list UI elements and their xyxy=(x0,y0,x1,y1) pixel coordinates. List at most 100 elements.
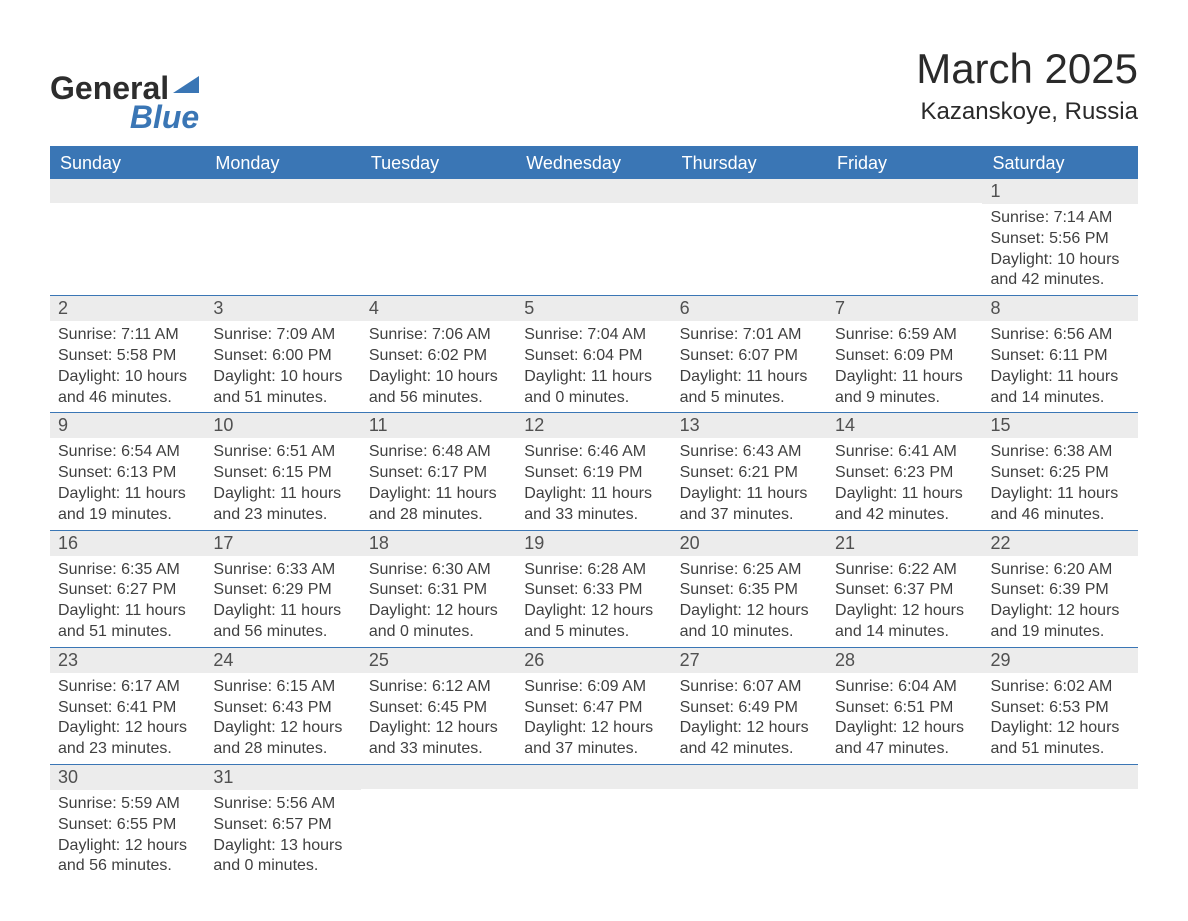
daylight-line: Daylight: 11 hours xyxy=(58,601,197,622)
sunset-line: Sunset: 6:29 PM xyxy=(213,580,352,601)
sunset-line: Sunset: 6:43 PM xyxy=(213,698,352,719)
day-number xyxy=(516,179,671,203)
day-details: Sunrise: 6:46 AMSunset: 6:19 PMDaylight:… xyxy=(516,438,671,529)
day-details: Sunrise: 6:59 AMSunset: 6:09 PMDaylight:… xyxy=(827,321,982,412)
sunrise-line: Sunrise: 6:07 AM xyxy=(680,677,819,698)
day-details xyxy=(516,203,671,285)
calendar-day-cell: 21Sunrise: 6:22 AMSunset: 6:37 PMDayligh… xyxy=(827,531,982,647)
sunset-line: Sunset: 6:51 PM xyxy=(835,698,974,719)
day-number: 13 xyxy=(672,413,827,438)
calendar-day-cell: 26Sunrise: 6:09 AMSunset: 6:47 PMDayligh… xyxy=(516,648,671,764)
sunset-line: Sunset: 6:11 PM xyxy=(990,346,1129,367)
sunrise-line: Sunrise: 7:09 AM xyxy=(213,325,352,346)
daylight-line: and 42 minutes. xyxy=(835,505,974,526)
sunset-line: Sunset: 5:56 PM xyxy=(990,229,1129,250)
day-number: 7 xyxy=(827,296,982,321)
daylight-line: Daylight: 11 hours xyxy=(990,367,1129,388)
sunrise-line: Sunrise: 6:48 AM xyxy=(369,442,508,463)
day-number: 8 xyxy=(982,296,1137,321)
daylight-line: Daylight: 12 hours xyxy=(58,718,197,739)
daylight-line: Daylight: 11 hours xyxy=(990,484,1129,505)
day-number: 17 xyxy=(205,531,360,556)
sunset-line: Sunset: 6:15 PM xyxy=(213,463,352,484)
sunset-line: Sunset: 6:21 PM xyxy=(680,463,819,484)
daylight-line: and 42 minutes. xyxy=(680,739,819,760)
day-number: 25 xyxy=(361,648,516,673)
day-details xyxy=(205,203,360,285)
calendar-week-row: 23Sunrise: 6:17 AMSunset: 6:41 PMDayligh… xyxy=(50,648,1138,765)
day-number: 2 xyxy=(50,296,205,321)
daylight-line: and 51 minutes. xyxy=(58,622,197,643)
day-number: 12 xyxy=(516,413,671,438)
day-details xyxy=(672,789,827,871)
daylight-line: Daylight: 12 hours xyxy=(369,718,508,739)
daylight-line: Daylight: 12 hours xyxy=(524,718,663,739)
daylight-line: and 19 minutes. xyxy=(990,622,1129,643)
calendar-day-cell xyxy=(50,179,205,295)
daylight-line: and 10 minutes. xyxy=(680,622,819,643)
sunrise-line: Sunrise: 6:15 AM xyxy=(213,677,352,698)
daylight-line: Daylight: 12 hours xyxy=(990,601,1129,622)
weekday-sunday: Sunday xyxy=(50,146,205,179)
day-details: Sunrise: 6:25 AMSunset: 6:35 PMDaylight:… xyxy=(672,556,827,647)
day-details: Sunrise: 6:56 AMSunset: 6:11 PMDaylight:… xyxy=(982,321,1137,412)
day-details: Sunrise: 6:07 AMSunset: 6:49 PMDaylight:… xyxy=(672,673,827,764)
day-details: Sunrise: 6:17 AMSunset: 6:41 PMDaylight:… xyxy=(50,673,205,764)
calendar-day-cell: 22Sunrise: 6:20 AMSunset: 6:39 PMDayligh… xyxy=(982,531,1137,647)
calendar-day-cell: 8Sunrise: 6:56 AMSunset: 6:11 PMDaylight… xyxy=(982,296,1137,412)
calendar-day-cell: 19Sunrise: 6:28 AMSunset: 6:33 PMDayligh… xyxy=(516,531,671,647)
day-details xyxy=(361,789,516,871)
calendar-day-cell: 18Sunrise: 6:30 AMSunset: 6:31 PMDayligh… xyxy=(361,531,516,647)
calendar-day-cell: 13Sunrise: 6:43 AMSunset: 6:21 PMDayligh… xyxy=(672,413,827,529)
calendar-day-cell xyxy=(827,179,982,295)
daylight-line: and 56 minutes. xyxy=(369,388,508,409)
daylight-line: Daylight: 11 hours xyxy=(213,601,352,622)
daylight-line: and 33 minutes. xyxy=(369,739,508,760)
month-title: March 2025 xyxy=(916,45,1138,93)
day-details xyxy=(50,203,205,285)
sunrise-line: Sunrise: 7:04 AM xyxy=(524,325,663,346)
day-number: 4 xyxy=(361,296,516,321)
calendar-day-cell xyxy=(361,179,516,295)
location-label: Kazanskoye, Russia xyxy=(916,98,1138,126)
day-number xyxy=(672,179,827,203)
sunset-line: Sunset: 6:37 PM xyxy=(835,580,974,601)
daylight-line: Daylight: 11 hours xyxy=(835,367,974,388)
sunset-line: Sunset: 6:19 PM xyxy=(524,463,663,484)
day-details: Sunrise: 7:11 AMSunset: 5:58 PMDaylight:… xyxy=(50,321,205,412)
calendar-day-cell: 3Sunrise: 7:09 AMSunset: 6:00 PMDaylight… xyxy=(205,296,360,412)
calendar-day-cell: 11Sunrise: 6:48 AMSunset: 6:17 PMDayligh… xyxy=(361,413,516,529)
day-number: 24 xyxy=(205,648,360,673)
day-number: 1 xyxy=(982,179,1137,204)
sunset-line: Sunset: 6:17 PM xyxy=(369,463,508,484)
daylight-line: and 23 minutes. xyxy=(58,739,197,760)
sunset-line: Sunset: 6:39 PM xyxy=(990,580,1129,601)
sunrise-line: Sunrise: 6:02 AM xyxy=(990,677,1129,698)
day-number: 20 xyxy=(672,531,827,556)
sunrise-line: Sunrise: 6:51 AM xyxy=(213,442,352,463)
daylight-line: and 47 minutes. xyxy=(835,739,974,760)
sunrise-line: Sunrise: 6:33 AM xyxy=(213,560,352,581)
sunset-line: Sunset: 6:31 PM xyxy=(369,580,508,601)
daylight-line: and 51 minutes. xyxy=(213,388,352,409)
calendar-day-cell: 28Sunrise: 6:04 AMSunset: 6:51 PMDayligh… xyxy=(827,648,982,764)
daylight-line: and 14 minutes. xyxy=(990,388,1129,409)
sunset-line: Sunset: 6:25 PM xyxy=(990,463,1129,484)
day-number: 15 xyxy=(982,413,1137,438)
sunset-line: Sunset: 6:07 PM xyxy=(680,346,819,367)
title-block: March 2025 Kazanskoye, Russia xyxy=(916,45,1138,126)
calendar-week-row: 16Sunrise: 6:35 AMSunset: 6:27 PMDayligh… xyxy=(50,531,1138,648)
sunrise-line: Sunrise: 6:22 AM xyxy=(835,560,974,581)
day-number: 27 xyxy=(672,648,827,673)
calendar-day-cell: 15Sunrise: 6:38 AMSunset: 6:25 PMDayligh… xyxy=(982,413,1137,529)
sunrise-line: Sunrise: 6:35 AM xyxy=(58,560,197,581)
day-details: Sunrise: 7:09 AMSunset: 6:00 PMDaylight:… xyxy=(205,321,360,412)
daylight-line: Daylight: 11 hours xyxy=(680,484,819,505)
day-number: 30 xyxy=(50,765,205,790)
daylight-line: Daylight: 10 hours xyxy=(213,367,352,388)
sunset-line: Sunset: 6:41 PM xyxy=(58,698,197,719)
daylight-line: Daylight: 10 hours xyxy=(58,367,197,388)
brand-name-part2: Blue xyxy=(130,99,199,136)
daylight-line: Daylight: 10 hours xyxy=(369,367,508,388)
daylight-line: and 14 minutes. xyxy=(835,622,974,643)
